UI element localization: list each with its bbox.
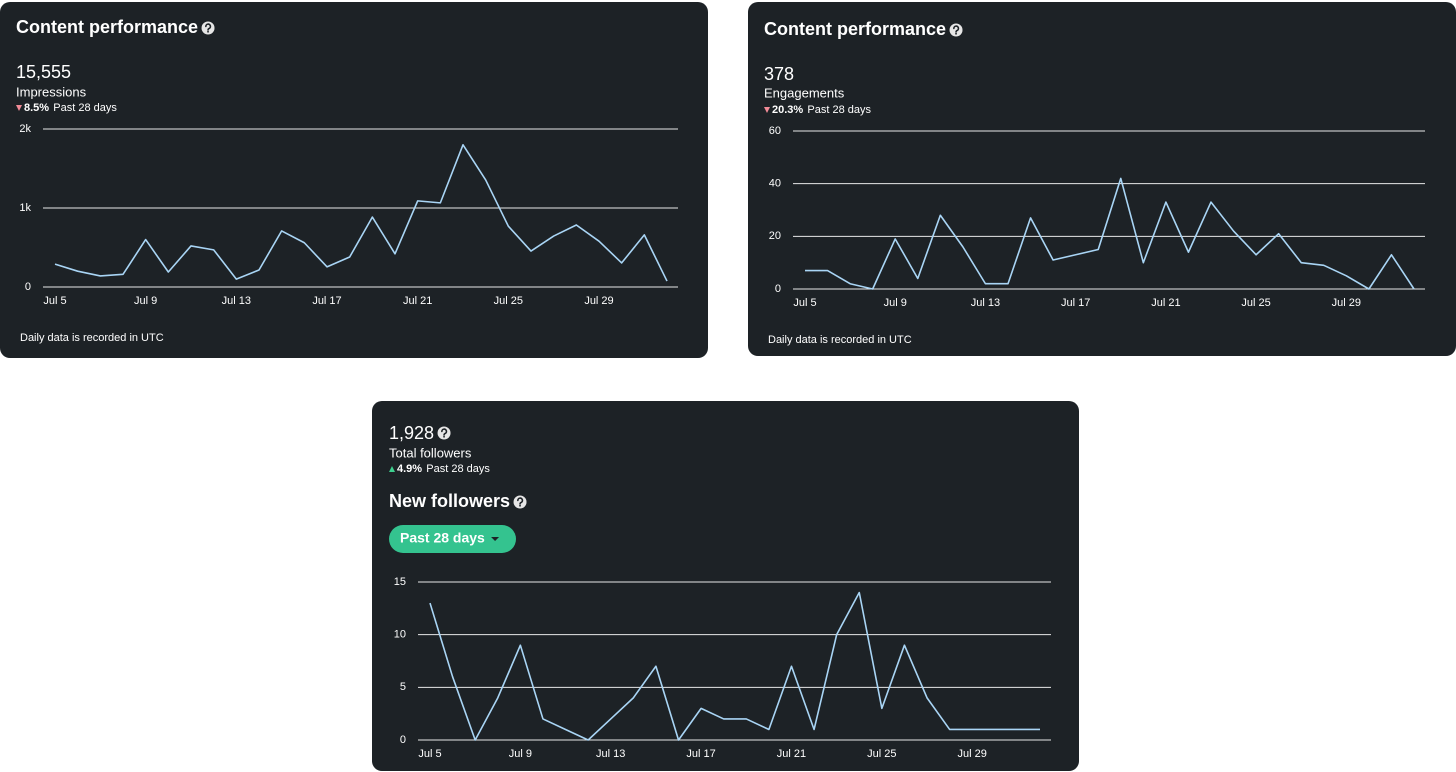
panel	[748, 2, 1456, 356]
x-tick-label: Jul 21	[403, 295, 432, 307]
metric-value: 378	[764, 64, 794, 84]
change-period: Past 28 days	[53, 102, 117, 114]
trend-arrow	[389, 466, 395, 472]
y-tick-label: 60	[769, 125, 781, 137]
panel	[372, 401, 1079, 771]
x-tick-label: Jul 29	[584, 295, 613, 307]
help-circle	[949, 23, 963, 37]
help-dot	[443, 435, 445, 438]
y-tick-label: 40	[769, 178, 781, 190]
metric-value: 1,928	[389, 423, 434, 443]
x-tick-label: Jul 29	[1332, 297, 1361, 309]
help-glyph	[953, 25, 960, 33]
help-circle	[201, 21, 215, 35]
line-series	[429, 591, 1040, 741]
x-tick-label: Jul 17	[686, 748, 715, 760]
help-circle	[513, 495, 527, 509]
change-period: Past 28 days	[807, 104, 871, 116]
x-tick-label: Jul 9	[509, 748, 532, 760]
help-circle	[437, 426, 451, 440]
y-tick-label: 0	[400, 734, 406, 746]
help-dot	[207, 30, 209, 33]
panel-title: Content performance	[16, 17, 198, 37]
panel-title: Content performance	[764, 19, 946, 39]
x-tick-label: Jul 17	[1061, 297, 1090, 309]
x-tick-label: Jul 17	[312, 295, 341, 307]
y-tick-label: 10	[394, 629, 406, 641]
panel-title: New followers	[389, 491, 510, 511]
change-period: Past 28 days	[426, 463, 490, 475]
button-bg	[389, 525, 516, 553]
x-tick-label: Jul 13	[971, 297, 1000, 309]
x-tick-label: Jul 29	[958, 748, 987, 760]
help-dot	[519, 504, 521, 507]
help-icon	[437, 426, 451, 440]
change-value: 4.9%	[397, 463, 422, 475]
metric-value: 15,555	[16, 62, 71, 82]
change-value: 20.3%	[772, 104, 803, 116]
panel	[0, 2, 708, 358]
trend-arrow	[16, 105, 22, 111]
y-tick-label: 0	[25, 281, 31, 293]
period-button[interactable]: Past 28 days	[389, 525, 516, 553]
metric-label: Engagements	[764, 85, 845, 100]
line-series	[805, 177, 1415, 290]
x-tick-label: Jul 5	[418, 748, 441, 760]
x-tick-label: Jul 25	[867, 748, 896, 760]
x-tick-label: Jul 25	[494, 295, 523, 307]
x-tick-label: Jul 21	[777, 748, 806, 760]
x-tick-label: Jul 5	[43, 295, 66, 307]
x-tick-label: Jul 13	[222, 295, 251, 307]
help-icon	[513, 495, 527, 509]
metric-label: Impressions	[16, 84, 87, 99]
x-tick-label: Jul 13	[596, 748, 625, 760]
footnote: Daily data is recorded in UTC	[768, 334, 912, 346]
metric-label: Total followers	[389, 445, 472, 460]
trend-arrow	[764, 107, 770, 113]
y-tick-label: 15	[394, 576, 406, 588]
x-tick-label: Jul 21	[1151, 297, 1180, 309]
y-tick-label: 1k	[19, 202, 31, 214]
help-glyph	[441, 428, 448, 436]
help-glyph	[205, 23, 212, 31]
y-tick-label: 0	[775, 283, 781, 295]
x-tick-label: Jul 5	[793, 297, 816, 309]
x-tick-label: Jul 9	[884, 297, 907, 309]
x-tick-label: Jul 25	[1241, 297, 1270, 309]
button-label: Past 28 days	[400, 530, 485, 546]
y-tick-label: 20	[769, 230, 781, 242]
help-glyph	[517, 497, 524, 505]
y-tick-label: 5	[400, 681, 406, 693]
y-tick-label: 2k	[19, 123, 31, 135]
change-value: 8.5%	[24, 102, 49, 114]
button-caret	[491, 537, 500, 541]
x-tick-label: Jul 9	[134, 295, 157, 307]
help-dot	[955, 32, 957, 35]
help-icon	[949, 23, 963, 37]
line-series	[54, 144, 668, 282]
footnote: Daily data is recorded in UTC	[20, 332, 164, 344]
help-icon	[201, 21, 215, 35]
